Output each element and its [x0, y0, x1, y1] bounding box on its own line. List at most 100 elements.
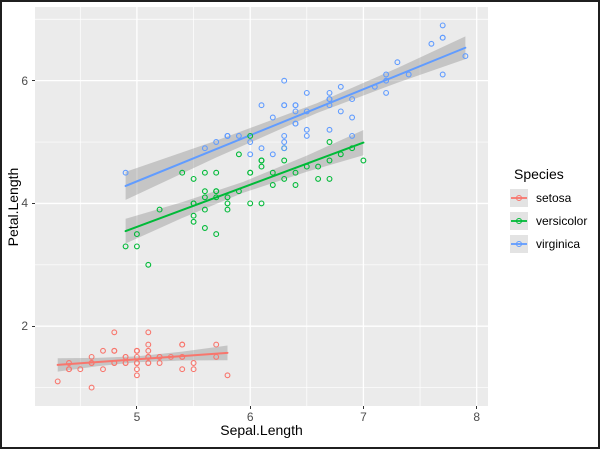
regression-line-versicolor: [124, 141, 365, 233]
y-tick-mark: [32, 202, 35, 204]
y-tick-label: 6: [21, 73, 28, 88]
data-point-virginica: [405, 71, 412, 78]
data-point-virginica: [213, 139, 220, 145]
data-point-versicolor: [315, 175, 322, 182]
data-point-virginica: [303, 108, 310, 115]
x-tick-mark: [476, 406, 478, 409]
data-point-setosa: [133, 347, 140, 354]
data-point-virginica: [235, 132, 242, 139]
x-axis-title: Sepal.Length: [220, 422, 303, 438]
data-point-setosa: [156, 353, 163, 360]
data-point-versicolor: [326, 175, 333, 182]
data-point-virginica: [303, 89, 310, 96]
x-tick-mark: [362, 406, 364, 409]
data-point-versicolor: [235, 188, 242, 195]
data-point-virginica: [292, 120, 299, 127]
data-point-versicolor: [190, 212, 197, 219]
data-point-setosa: [88, 384, 95, 391]
data-point-versicolor: [133, 231, 140, 238]
data-point-versicolor: [258, 163, 265, 170]
data-point-versicolor: [247, 169, 254, 176]
x-tick-label: 5: [133, 410, 141, 424]
data-point-virginica: [292, 102, 299, 109]
data-point-setosa: [100, 347, 106, 354]
data-point-setosa: [111, 360, 118, 366]
y-tick-mark: [32, 80, 35, 82]
data-point-versicolor: [235, 151, 242, 158]
data-point-setosa: [213, 353, 220, 360]
data-point-versicolor: [201, 169, 208, 176]
data-point-versicolor: [303, 163, 310, 170]
data-point-virginica: [269, 114, 276, 121]
data-point-virginica: [281, 102, 288, 109]
data-point-virginica: [281, 132, 288, 139]
data-point-virginica: [349, 132, 356, 139]
legend-item-versicolor: versicolor: [510, 212, 587, 230]
data-point-setosa: [145, 347, 152, 354]
data-point-versicolor: [201, 206, 208, 213]
y-tick-label: 2: [21, 319, 28, 334]
data-point-versicolor: [292, 182, 299, 188]
data-point-versicolor: [224, 206, 231, 213]
data-point-setosa: [190, 366, 197, 373]
data-point-virginica: [383, 71, 390, 78]
data-point-virginica: [122, 169, 129, 176]
plot-panel: [35, 7, 488, 406]
data-point-virginica: [349, 96, 356, 103]
smooth-line-point-icon: [511, 217, 527, 225]
data-point-virginica: [439, 71, 446, 78]
data-point-setosa: [179, 341, 186, 348]
data-point-versicolor: [213, 169, 220, 176]
data-point-versicolor: [326, 157, 333, 164]
x-tick-mark: [249, 406, 251, 409]
data-point-virginica: [303, 132, 310, 139]
data-point-virginica: [281, 145, 288, 152]
data-point-versicolor: [281, 157, 288, 164]
data-point-setosa: [133, 360, 140, 366]
data-point-setosa: [224, 372, 231, 379]
smooth-line-point-icon: [511, 194, 527, 202]
data-point-versicolor: [122, 243, 129, 250]
data-point-virginica: [337, 108, 344, 115]
legend-key-glyph-setosa: [510, 189, 528, 207]
plot-canvas: [35, 7, 488, 406]
data-point-virginica: [281, 139, 288, 145]
data-point-virginica: [247, 139, 254, 145]
data-point-versicolor: [258, 200, 265, 207]
legend-items: setosa versicolor virginica: [510, 189, 587, 253]
data-point-versicolor: [281, 175, 288, 182]
x-tick-label: 7: [360, 410, 367, 424]
data-point-setosa: [213, 341, 220, 348]
data-point-versicolor: [156, 206, 163, 213]
data-point-virginica: [224, 132, 231, 139]
data-point-versicolor: [258, 157, 265, 164]
data-point-versicolor: [224, 200, 231, 207]
data-point-versicolor: [201, 188, 208, 195]
data-point-versicolor: [190, 218, 197, 225]
data-point-setosa: [145, 329, 152, 336]
legend-item-virginica: virginica: [510, 235, 587, 253]
legend-label-setosa: setosa: [536, 191, 572, 205]
data-point-setosa: [111, 347, 118, 354]
data-point-virginica: [383, 77, 390, 84]
data-point-virginica: [439, 34, 446, 41]
data-point-virginica: [258, 102, 265, 109]
data-point-versicolor: [247, 132, 254, 139]
smooth-line-point-icon: [511, 240, 527, 248]
data-point-setosa: [145, 341, 152, 348]
confidence-band-virginica: [125, 36, 466, 200]
data-point-setosa: [133, 366, 140, 373]
data-point-versicolor: [213, 231, 220, 238]
data-point-setosa: [156, 360, 163, 366]
regression-line-setosa: [56, 351, 229, 366]
legend-label-virginica: virginica: [536, 237, 581, 251]
data-point-setosa: [179, 366, 186, 373]
data-point-versicolor: [360, 157, 367, 164]
data-point-setosa: [66, 366, 72, 373]
data-point-setosa: [77, 366, 84, 373]
data-point-virginica: [337, 83, 344, 90]
legend-key-glyph-versicolor: [510, 212, 528, 230]
data-point-virginica: [439, 22, 446, 29]
data-point-setosa: [133, 353, 140, 360]
